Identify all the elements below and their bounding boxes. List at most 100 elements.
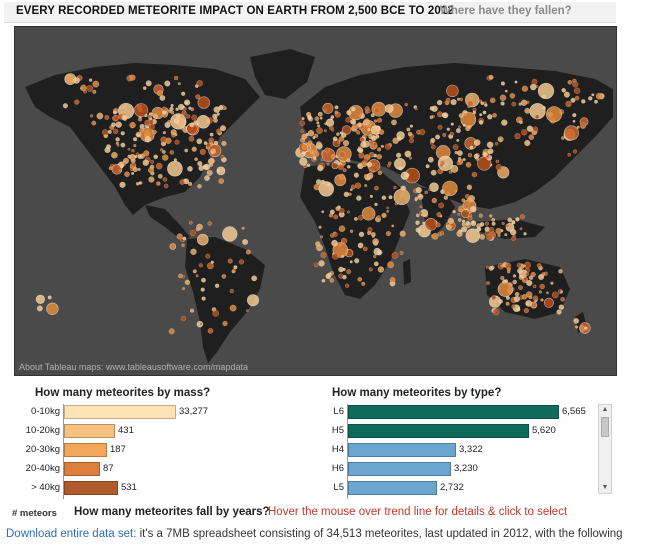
impact-dot[interactable] — [207, 158, 215, 165]
impact-dot[interactable] — [169, 150, 174, 155]
impact-dot[interactable] — [312, 150, 320, 158]
impact-dot[interactable] — [439, 163, 444, 168]
impact-dot[interactable] — [136, 133, 140, 137]
impact-dot[interactable] — [486, 233, 493, 241]
impact-dot[interactable] — [342, 267, 346, 272]
impact-dot[interactable] — [143, 150, 150, 157]
impact-dot[interactable] — [167, 119, 171, 124]
impact-dot[interactable] — [361, 162, 367, 168]
impact-dot[interactable] — [340, 254, 345, 258]
impact-dot[interactable] — [469, 145, 474, 150]
impact-dot[interactable] — [361, 281, 366, 286]
impact-dot[interactable] — [139, 128, 144, 133]
impact-dot[interactable] — [191, 146, 197, 152]
impact-dot[interactable] — [492, 113, 497, 118]
impact-dot[interactable] — [495, 159, 500, 164]
impact-dot[interactable] — [299, 150, 303, 154]
impact-dot[interactable] — [501, 119, 508, 126]
impact-dot[interactable] — [550, 281, 554, 285]
impact-dot[interactable] — [198, 165, 204, 171]
impact-dot[interactable] — [321, 179, 325, 184]
type-bar[interactable] — [348, 405, 559, 419]
impact-dot[interactable] — [156, 181, 161, 186]
impact-dot[interactable] — [369, 194, 373, 198]
impact-dot[interactable] — [238, 259, 245, 265]
impact-dot[interactable] — [430, 169, 437, 176]
impact-dot[interactable] — [162, 131, 166, 135]
impact-dot[interactable] — [120, 165, 124, 169]
impact-dot[interactable] — [124, 171, 130, 177]
impact-dot[interactable] — [374, 185, 379, 191]
impact-dot[interactable] — [572, 113, 577, 118]
impact-dot[interactable] — [428, 188, 431, 192]
impact-dot[interactable] — [315, 179, 322, 185]
impact-dot[interactable] — [312, 136, 316, 140]
impact-dot[interactable] — [415, 220, 420, 225]
impact-dot[interactable] — [214, 283, 220, 288]
impact-dot[interactable] — [364, 184, 368, 187]
impact-dot[interactable] — [584, 326, 588, 330]
impact-dot[interactable] — [307, 129, 315, 137]
impact-dot[interactable] — [338, 225, 346, 232]
impact-dot[interactable] — [479, 234, 485, 240]
impact-dot[interactable] — [534, 114, 540, 120]
impact-dot[interactable] — [342, 168, 347, 173]
impact-dot[interactable] — [216, 112, 220, 116]
impact-dot[interactable] — [473, 153, 480, 160]
impact-dot[interactable] — [318, 225, 322, 229]
impact-dot[interactable] — [316, 121, 320, 125]
impact-dot[interactable] — [322, 102, 334, 114]
impact-dot[interactable] — [396, 131, 405, 140]
impact-dot[interactable] — [233, 265, 238, 270]
impact-dot[interactable] — [505, 301, 510, 306]
impact-dot[interactable] — [319, 116, 323, 120]
impact-dot[interactable] — [458, 113, 464, 118]
impact-dot[interactable] — [538, 274, 545, 280]
impact-dot[interactable] — [567, 80, 573, 85]
impact-dot[interactable] — [176, 233, 183, 240]
impact-dot[interactable] — [435, 134, 441, 140]
impact-dot[interactable] — [467, 152, 473, 158]
impact-dot[interactable] — [532, 295, 539, 302]
impact-dot[interactable] — [436, 212, 442, 217]
impact-dot[interactable] — [461, 209, 470, 219]
impact-dot[interactable] — [188, 220, 193, 225]
impact-dot[interactable] — [329, 209, 335, 215]
impact-dot[interactable] — [349, 229, 354, 233]
impact-dot[interactable] — [476, 226, 482, 232]
impact-dot[interactable] — [414, 196, 419, 201]
scroll-up-icon[interactable]: ▲ — [601, 406, 609, 413]
impact-dot[interactable] — [200, 287, 205, 292]
impact-dot[interactable] — [500, 275, 505, 281]
impact-dot[interactable] — [196, 115, 211, 129]
impact-dot[interactable] — [352, 123, 359, 130]
impact-dot[interactable] — [530, 83, 537, 91]
impact-dot[interactable] — [495, 227, 502, 235]
impact-dot[interactable] — [314, 116, 320, 122]
impact-dot[interactable] — [346, 210, 350, 214]
impact-dot[interactable] — [376, 154, 382, 160]
impact-dot[interactable] — [321, 210, 325, 214]
meteorite-world-map[interactable]: About Tableau maps: www.tableausoftware.… — [14, 26, 617, 376]
impact-dot[interactable] — [106, 144, 111, 150]
impact-dot[interactable] — [47, 295, 52, 300]
impact-dot[interactable] — [107, 129, 112, 134]
impact-dot[interactable] — [302, 151, 306, 154]
impact-dot[interactable] — [517, 268, 523, 274]
impact-dot[interactable] — [201, 296, 206, 301]
impact-dot[interactable] — [321, 278, 326, 283]
impact-dot[interactable] — [356, 195, 362, 201]
impact-dot[interactable] — [528, 134, 535, 140]
impact-dot[interactable] — [339, 173, 345, 180]
impact-dot[interactable] — [443, 195, 449, 200]
impact-dot[interactable] — [409, 156, 412, 160]
impact-dot[interactable] — [162, 154, 169, 161]
impact-dot[interactable] — [331, 128, 335, 132]
impact-dot[interactable] — [504, 89, 508, 93]
impact-dot[interactable] — [139, 123, 145, 129]
impact-dot[interactable] — [317, 124, 321, 128]
impact-dot[interactable] — [399, 230, 406, 237]
impact-dot[interactable] — [441, 112, 448, 118]
impact-dot[interactable] — [196, 80, 203, 87]
impact-dot[interactable] — [450, 99, 457, 106]
